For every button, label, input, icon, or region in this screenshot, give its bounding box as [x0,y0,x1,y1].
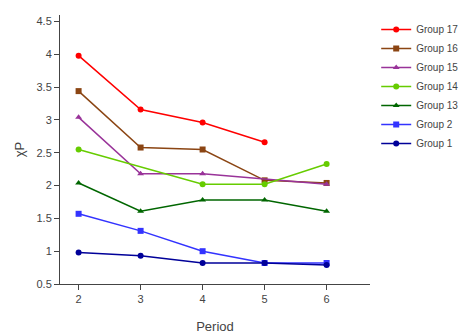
svg-text:0.5: 0.5 [37,278,52,290]
svg-text:Group 14: Group 14 [416,81,458,92]
svg-text:χP: χP [12,142,27,158]
svg-text:6: 6 [324,293,330,305]
svg-text:4: 4 [46,48,52,60]
svg-text:Period: Period [196,319,234,334]
svg-text:Group 16: Group 16 [416,43,458,54]
svg-text:2: 2 [76,293,82,305]
svg-text:3.5: 3.5 [37,81,52,93]
svg-text:Group 15: Group 15 [416,62,458,73]
svg-text:Group 13: Group 13 [416,100,458,111]
svg-text:1.5: 1.5 [37,212,52,224]
svg-text:5: 5 [262,293,268,305]
svg-text:3: 3 [46,114,52,126]
svg-text:Group 2: Group 2 [416,119,453,130]
svg-text:4: 4 [200,293,206,305]
svg-text:4.5: 4.5 [37,15,52,27]
svg-text:1: 1 [46,245,52,257]
svg-text:Group 17: Group 17 [416,24,458,35]
svg-text:2.5: 2.5 [37,147,52,159]
svg-text:3: 3 [138,293,144,305]
svg-text:2: 2 [46,179,52,191]
svg-text:Group 1: Group 1 [416,138,453,149]
